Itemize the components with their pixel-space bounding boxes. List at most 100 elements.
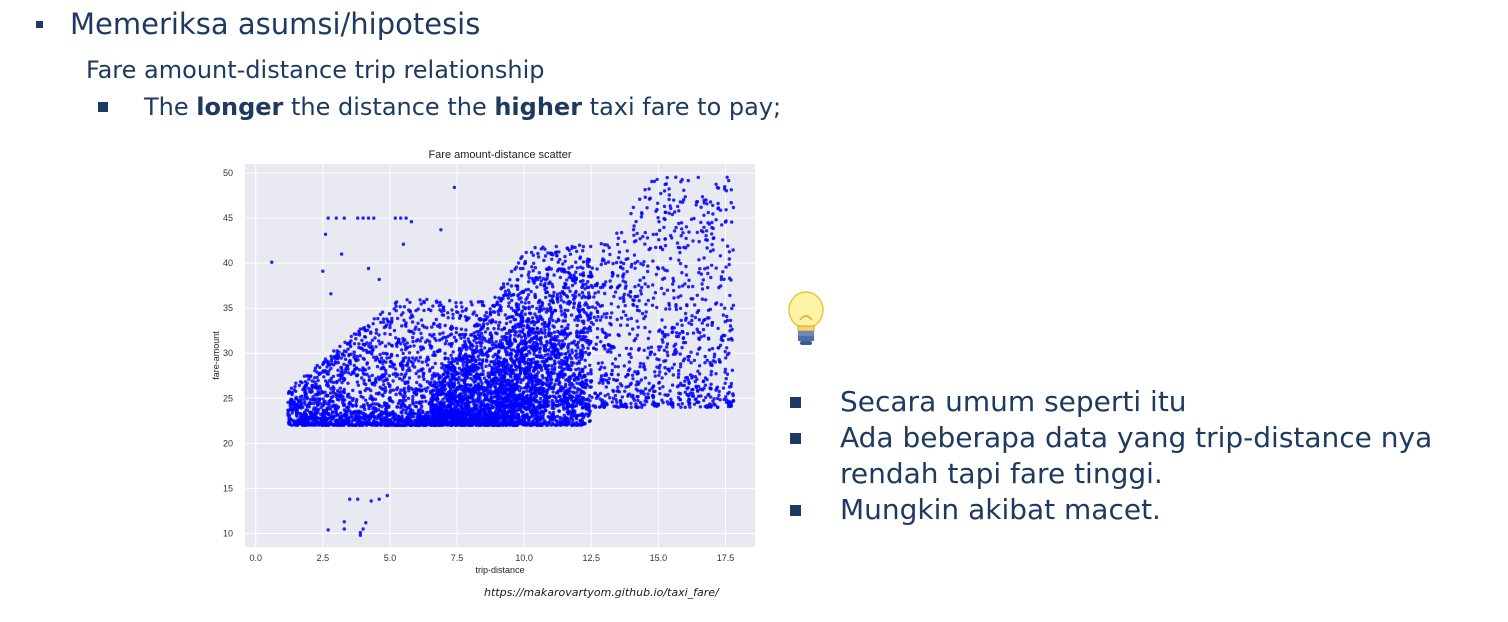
data-point [440,382,444,387]
data-point [364,348,368,353]
data-point [371,397,375,401]
data-point [319,402,323,406]
data-point [398,391,402,395]
data-point [547,281,551,286]
data-point [574,289,578,294]
data-point [381,359,386,363]
data-point [509,269,514,274]
data-point [716,326,720,331]
data-point [703,361,707,365]
data-point [441,331,445,335]
data-point [606,392,610,397]
data-point [680,177,684,182]
data-point [493,295,497,299]
data-point [466,360,470,365]
data-point [681,231,685,235]
data-point [412,391,417,395]
data-point [315,363,319,368]
data-point [306,374,310,378]
data-point [622,292,627,296]
data-point [312,401,316,406]
data-point [463,341,467,346]
data-point [401,367,405,372]
data-point [705,358,709,362]
data-point [667,187,671,191]
data-point [558,415,562,420]
data-point [557,355,561,360]
data-point [650,179,654,184]
data-point [421,372,426,376]
data-point [548,299,552,303]
data-point [523,307,527,311]
data-point [616,242,620,247]
data-point [717,389,721,394]
data-point [712,355,716,359]
data-point [477,323,482,327]
data-point [429,346,433,350]
data-point [445,371,449,376]
data-point [367,378,372,382]
data-point [411,356,415,360]
data-point [326,363,331,367]
data-point [703,376,708,380]
data-point [433,353,437,357]
data-point [659,191,663,196]
main-bullet-text: Memeriksa asumsi/hipotesis [70,7,481,41]
data-point [433,361,437,366]
data-point [474,341,479,345]
data-point [443,396,447,400]
data-point [539,282,543,287]
data-point [503,289,508,294]
data-point [705,246,709,250]
data-point [397,399,402,403]
data-point [398,405,403,410]
data-point [547,403,551,408]
data-point [297,405,301,409]
data-point [444,375,448,379]
data-point [590,274,594,278]
data-point [354,404,358,408]
data-point [577,331,581,335]
data-point [702,256,706,260]
data-point [558,291,563,295]
data-point [464,328,468,332]
data-point [329,376,333,381]
data-point [454,387,459,391]
data-point [574,397,579,402]
data-point [672,296,676,300]
data-point [652,179,657,184]
data-point [378,312,383,316]
data-point [548,411,552,415]
data-point [653,374,657,378]
data-point [581,396,585,400]
data-point [329,387,333,391]
data-point [388,396,392,400]
data-point [684,273,689,277]
data-point [360,376,364,380]
data-point [323,357,328,361]
data-point [434,317,438,322]
data-point [675,385,680,389]
data-point [547,400,551,404]
data-point [486,371,490,375]
data-point [544,423,549,427]
data-point [435,300,439,305]
x-tick-label: 7.5 [451,553,464,563]
data-point [693,303,697,307]
data-point [629,347,633,351]
data-point [369,330,373,334]
data-point [525,296,529,300]
data-point [696,308,701,313]
data-point [446,311,450,315]
data-point [344,350,348,354]
data-point [474,313,479,318]
data-point [572,305,576,310]
data-point [693,375,698,379]
data-point [658,363,662,367]
data-point [676,245,680,250]
data-point [443,323,447,328]
data-point [362,325,366,330]
data-point [572,297,576,302]
data-point [451,312,455,317]
data-point [590,305,595,309]
